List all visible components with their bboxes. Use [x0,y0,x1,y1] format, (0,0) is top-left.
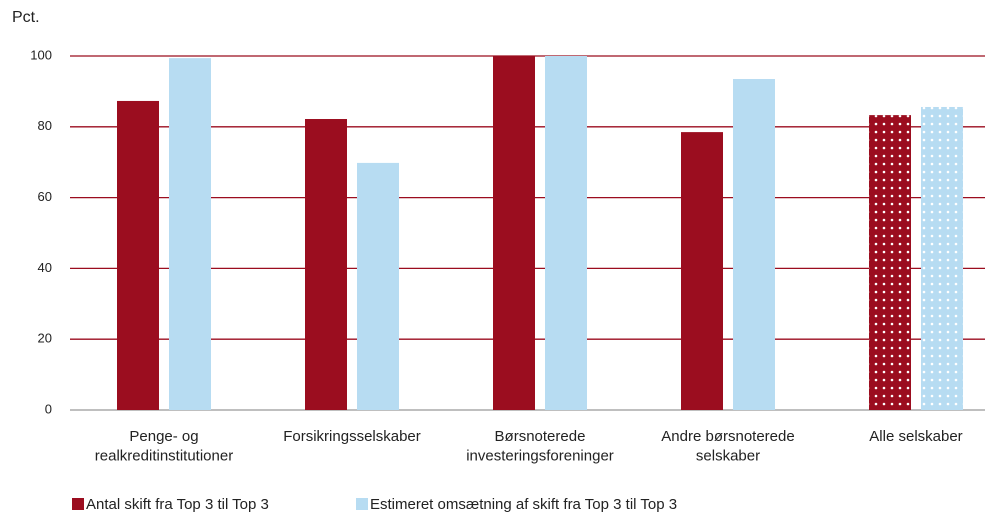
bar [169,58,211,411]
x-tick-label: Børsnoterede investeringsforeninger [466,428,614,465]
y-axis-label: Pct. [12,9,40,26]
bar [545,56,587,410]
legend-swatch [356,498,368,510]
y-tick-label: 60 [38,189,52,204]
x-tick-label: Penge- og realkreditinstitutioner [95,428,233,465]
y-tick-label: 80 [38,118,52,133]
bar [305,119,347,411]
x-tick-label: Alle selskaber [869,428,962,445]
x-tick-label: Forsikringsselskaber [283,428,421,445]
x-tick-label: Andre børsnoterede selskaber [661,428,794,465]
bar-pattern [921,106,963,410]
bar [733,79,775,410]
bar-pattern [869,115,911,411]
y-tick-label: 0 [45,401,52,416]
y-tick-label: 100 [30,47,52,62]
legend-label: Antal skift fra Top 3 til Top 3 [86,496,269,513]
bar [681,132,723,411]
y-tick-label: 40 [38,260,52,275]
legend-swatch [72,498,84,510]
bar [117,100,159,410]
y-tick-label: 20 [38,331,52,346]
bar [493,56,535,410]
bar [357,162,399,410]
legend-label: Estimeret omsætning af skift fra Top 3 t… [370,496,677,513]
